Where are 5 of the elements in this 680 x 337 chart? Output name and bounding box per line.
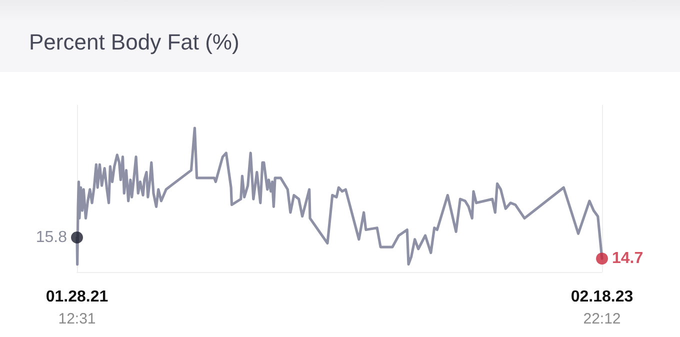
x-tick-label: 02.18.23 22:12 bbox=[570, 288, 634, 328]
data-label: 14.7 bbox=[612, 250, 644, 268]
chart-title: Percent Body Fat (%) bbox=[29, 30, 240, 54]
data-label: 15.8 bbox=[36, 228, 68, 246]
x-tick-label: 01.28.21 12:31 bbox=[46, 288, 108, 328]
